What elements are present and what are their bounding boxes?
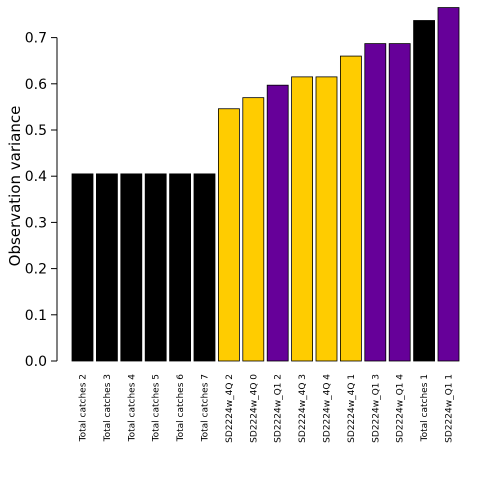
bar: [120, 173, 143, 362]
bar: [242, 97, 265, 362]
x-tick-label: Total catches 5: [152, 374, 162, 442]
bar: [71, 173, 94, 362]
x-tick-label: Total catches 2: [79, 374, 89, 442]
bar: [291, 76, 314, 362]
y-tick-label: 0.3: [25, 215, 47, 231]
y-tick-label: 0.0: [25, 354, 47, 370]
x-tick-label: SD2224w_4Q 4: [323, 374, 333, 443]
y-tick-label: 0.6: [25, 77, 47, 93]
bar: [169, 173, 192, 362]
x-tick-label: Total catches 3: [103, 374, 113, 442]
bar: [96, 173, 118, 362]
y-tick-label: 0.7: [25, 31, 47, 47]
bar: [388, 43, 411, 362]
x-tick-label: SD2224w_Q1 3: [371, 374, 381, 443]
bars: [71, 7, 460, 362]
x-tick-label: Total catches 4: [127, 374, 137, 443]
bar: [144, 173, 167, 362]
y-axis-label: Observation variance: [6, 106, 24, 267]
y-tick-label: 0.1: [25, 308, 47, 324]
x-tick-label: Total catches 6: [176, 374, 186, 443]
x-tick-label: SD2224w_Q1 1: [445, 374, 455, 443]
y-tick-label: 0.4: [25, 169, 47, 185]
y-tick-label: 0.5: [25, 123, 47, 139]
x-tick-label: SD2224w_Q1 4: [396, 374, 406, 443]
x-tick-label: SD2224w_4Q 3: [298, 374, 308, 443]
bar: [266, 84, 289, 362]
bar: [413, 20, 436, 362]
x-tick-label: Total catches 1: [420, 374, 430, 442]
bar: [364, 43, 387, 362]
bar: [217, 108, 240, 362]
x-tick-label: SD2224w_4Q 2: [225, 374, 235, 443]
bar: [315, 76, 338, 362]
bar: [437, 7, 460, 362]
x-tick-label: SD2224w_4Q 1: [347, 374, 357, 443]
x-tick-label: SD2224w_Q1 2: [274, 374, 284, 443]
x-tick-labels: Total catches 2 Total catches 3 Total catc…: [79, 374, 455, 443]
bar: [193, 173, 216, 362]
y-tick-label: 0.2: [25, 262, 47, 278]
x-tick-label: SD2224w_4Q 0: [249, 374, 259, 443]
y-axis: 0.0 0.1 0.2 0.3 0.4 0.5 0.6 0.7: [25, 31, 58, 370]
bar: [339, 55, 362, 362]
x-tick-label: Total catches 7: [201, 374, 211, 442]
